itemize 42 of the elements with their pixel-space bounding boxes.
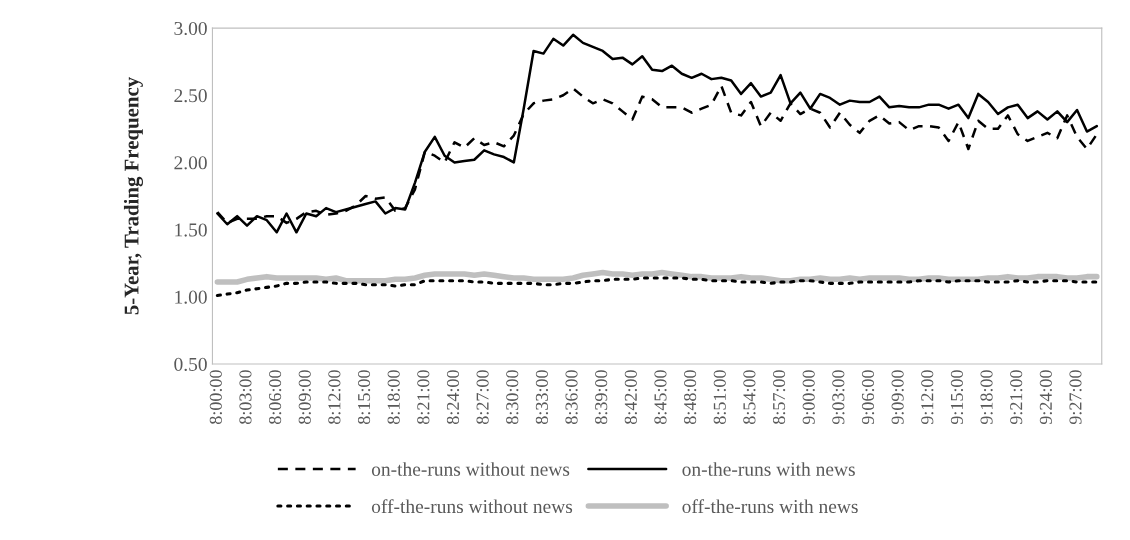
x-tick-label: 9:06:00 xyxy=(861,370,875,425)
legend-label: on-the-runs without news xyxy=(371,462,570,476)
line-series xyxy=(215,276,1099,297)
x-tick-label: 8:48:00 xyxy=(684,370,697,424)
x-tick-label: 8:51:00 xyxy=(713,370,726,424)
y-tick-label: 1.00 xyxy=(175,290,207,304)
x-tick-label: 8:33:00 xyxy=(535,370,549,424)
x-tick-label: 8:30:00 xyxy=(506,370,519,424)
x-tick-label: 8:12:00 xyxy=(328,370,341,424)
legend-label: off-the-runs with news xyxy=(682,499,858,514)
x-tick-label: 8:36:00 xyxy=(565,370,578,424)
x-tick-label: 8:00:00 xyxy=(209,370,222,424)
legend-label: off-the-runs without news xyxy=(371,499,573,514)
x-tick-label: 9:09:00 xyxy=(891,370,904,425)
x-tick-label: 9:18:00 xyxy=(980,370,993,425)
x-tick-label: 8:21:00 xyxy=(417,370,430,424)
x-tick-label: 8:27:00 xyxy=(476,370,489,424)
x-tick-label: 8:42:00 xyxy=(624,370,637,424)
x-tick-label: 8:03:00 xyxy=(239,370,252,424)
x-tick-label: 9:27:00 xyxy=(1069,370,1082,425)
x-tick-label: 9:21:00 xyxy=(1010,370,1023,425)
x-tick-label: 8:06:00 xyxy=(269,370,282,424)
x-tick-label: 9:15:00 xyxy=(950,370,964,425)
y-axis-title: 5-Year, Trading Frequency xyxy=(123,77,143,315)
x-tick-label: 8:24:00 xyxy=(446,370,460,424)
x-tick-label: 8:57:00 xyxy=(772,370,786,424)
y-tick-label: 3.00 xyxy=(174,21,207,36)
x-tick-label: 8:15:00 xyxy=(357,370,371,424)
x-tick-label: 9:24:00 xyxy=(1039,370,1052,425)
x-tick-label: 8:09:00 xyxy=(298,370,311,424)
legend-label: on-the-runs with news xyxy=(682,462,855,476)
x-tick-label: 8:45:00 xyxy=(654,370,667,424)
x-tick-label: 8:54:00 xyxy=(743,370,756,424)
x-tick-label: 9:03:00 xyxy=(832,370,845,425)
y-tick-label: 1.50 xyxy=(175,223,207,237)
y-tick-label: 2.50 xyxy=(174,89,207,103)
x-tick-label: 9:00:00 xyxy=(802,370,815,425)
x-tick-label: 8:18:00 xyxy=(387,370,400,424)
x-tick-label: 9:12:00 xyxy=(921,370,934,425)
y-tick-label: 0.50 xyxy=(174,357,207,371)
x-tick-label: 8:39:00 xyxy=(595,370,608,424)
y-tick-label: 2.00 xyxy=(174,156,207,170)
